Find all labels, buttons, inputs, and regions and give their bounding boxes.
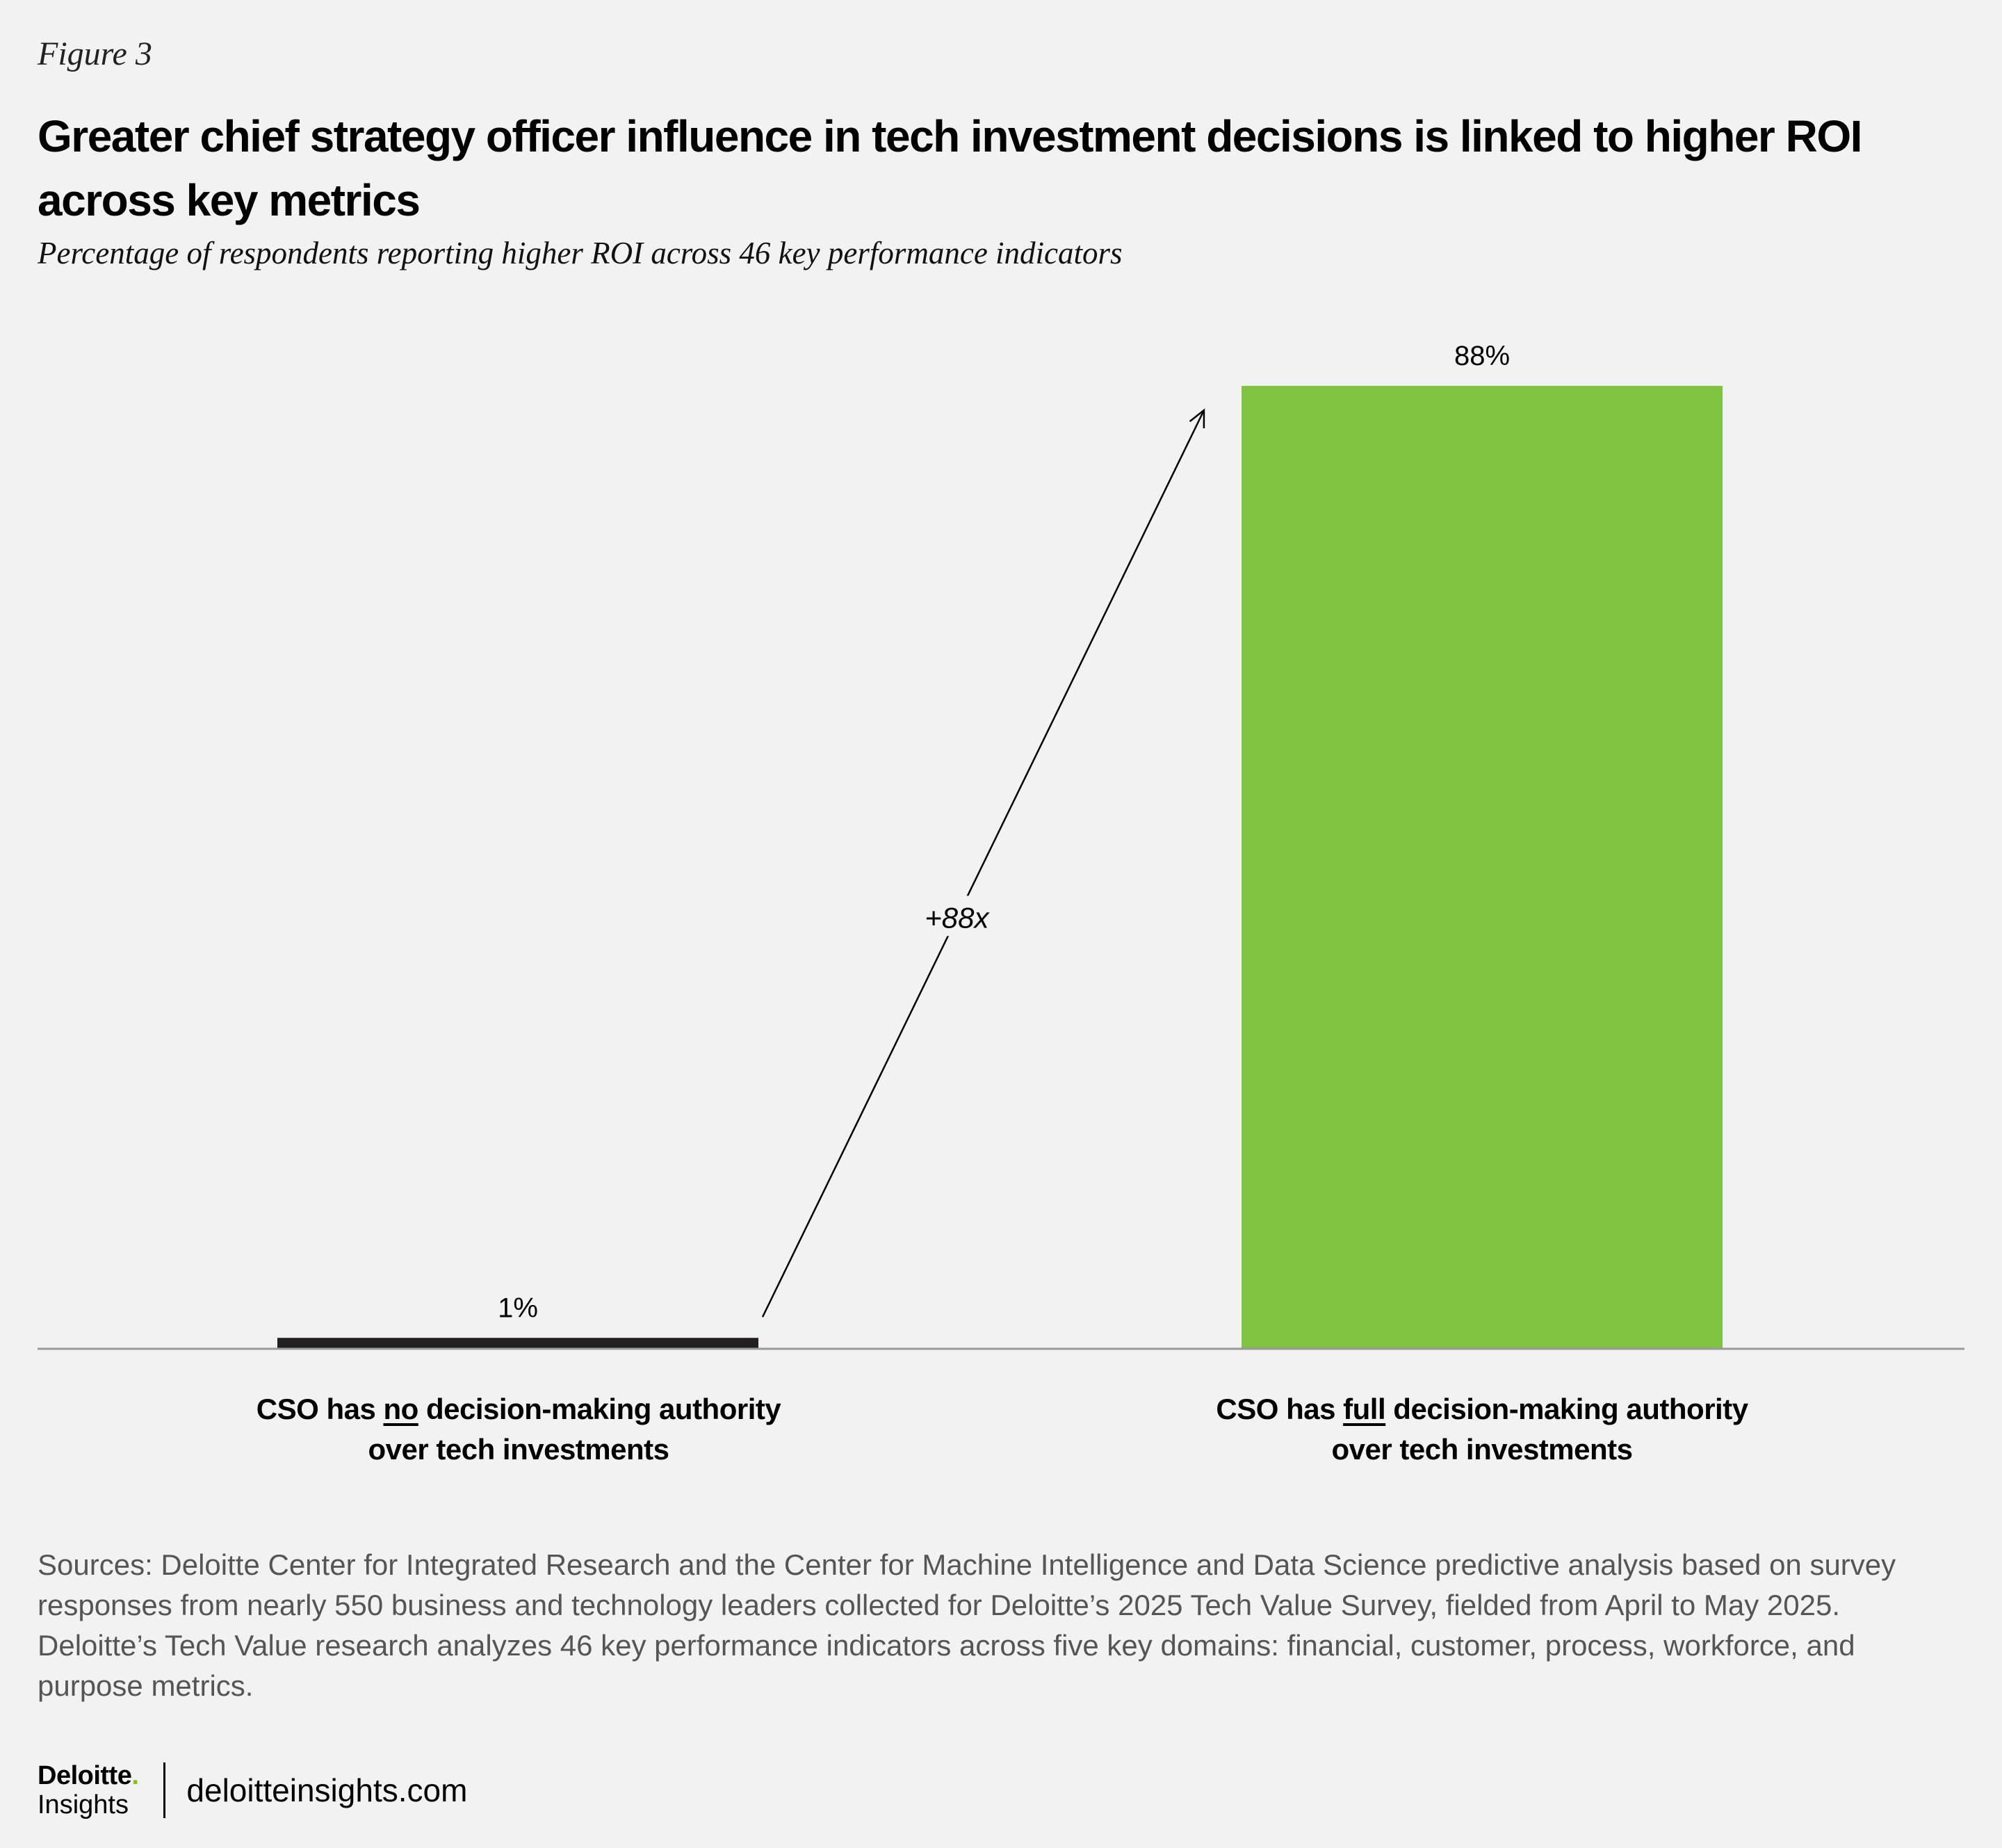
bar-chart: 1% 88% +88x — [38, 341, 1964, 1350]
sources-note: Sources: Deloitte Center for Integrated … — [38, 1548, 1896, 1702]
growth-annotation: +88x — [925, 901, 990, 934]
figure-label: Figure 3 — [38, 35, 152, 72]
footer-divider — [163, 1762, 166, 1818]
growth-arrow-line — [761, 410, 1205, 1318]
footer: Deloitte. Insights deloitteinsights.com — [38, 1756, 467, 1825]
chart-subtitle: Percentage of respondents reporting high… — [38, 236, 1123, 270]
deloitte-insights-logo[interactable]: Deloitte. Insights — [38, 1761, 139, 1819]
category-label-full-authority: CSO has full decision-making authority o… — [1216, 1393, 1748, 1466]
footer-site-link[interactable]: deloitteinsights.com — [186, 1772, 468, 1808]
category-emphasis: no — [383, 1393, 419, 1425]
logo-brand: Deloitte — [38, 1761, 132, 1790]
value-label-1: 88% — [1454, 341, 1510, 371]
annotation-background — [920, 895, 993, 937]
category-emphasis: full — [1343, 1393, 1386, 1425]
logo-sub: Insights — [38, 1790, 129, 1819]
bar-1 — [1242, 386, 1723, 1349]
growth-arrow-head — [1189, 408, 1205, 429]
bar-0 — [277, 1338, 758, 1349]
logo-dot: . — [131, 1761, 139, 1790]
value-label-0: 1% — [498, 1292, 538, 1323]
chart-title: Greater chief strategy officer influence… — [38, 111, 1862, 225]
category-label-no-authority: CSO has no decision-making authority ove… — [256, 1393, 781, 1466]
